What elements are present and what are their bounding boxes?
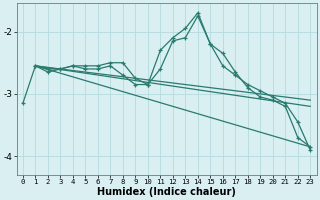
- X-axis label: Humidex (Indice chaleur): Humidex (Indice chaleur): [97, 187, 236, 197]
